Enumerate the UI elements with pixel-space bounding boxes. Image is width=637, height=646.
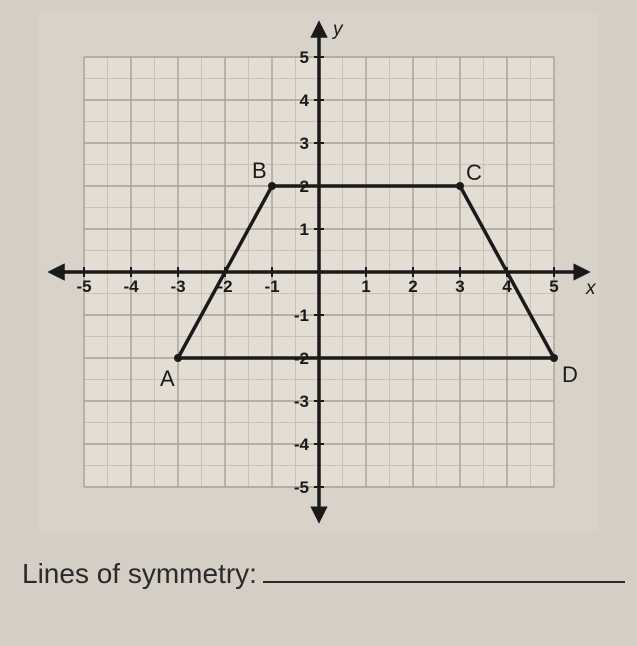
svg-text:C: C xyxy=(466,160,482,185)
svg-text:D: D xyxy=(562,362,578,387)
prompt-row: Lines of symmetry: xyxy=(12,550,625,590)
svg-text:-4: -4 xyxy=(293,435,309,454)
prompt-label: Lines of symmetry: xyxy=(22,558,257,590)
svg-text:-1: -1 xyxy=(293,306,308,325)
svg-text:B: B xyxy=(252,158,267,183)
svg-text:5: 5 xyxy=(549,277,558,296)
grid-svg: -5-4-3-2-112345-5-4-3-2-112345yxABCD xyxy=(39,12,599,532)
svg-text:A: A xyxy=(160,366,175,391)
svg-text:-5: -5 xyxy=(293,478,308,497)
svg-text:-1: -1 xyxy=(264,277,279,296)
svg-text:x: x xyxy=(585,278,597,299)
svg-text:3: 3 xyxy=(455,277,464,296)
coordinate-grid-chart: -5-4-3-2-112345-5-4-3-2-112345yxABCD xyxy=(39,12,599,532)
svg-text:2: 2 xyxy=(408,277,417,296)
svg-text:1: 1 xyxy=(361,277,370,296)
svg-text:y: y xyxy=(331,19,344,40)
svg-text:-3: -3 xyxy=(170,277,185,296)
answer-blank[interactable] xyxy=(263,550,625,583)
svg-text:-5: -5 xyxy=(76,277,91,296)
svg-text:4: 4 xyxy=(299,91,309,110)
svg-text:-3: -3 xyxy=(293,392,308,411)
svg-text:1: 1 xyxy=(299,220,308,239)
svg-text:-4: -4 xyxy=(123,277,139,296)
svg-text:3: 3 xyxy=(299,134,308,153)
svg-text:5: 5 xyxy=(299,48,308,67)
